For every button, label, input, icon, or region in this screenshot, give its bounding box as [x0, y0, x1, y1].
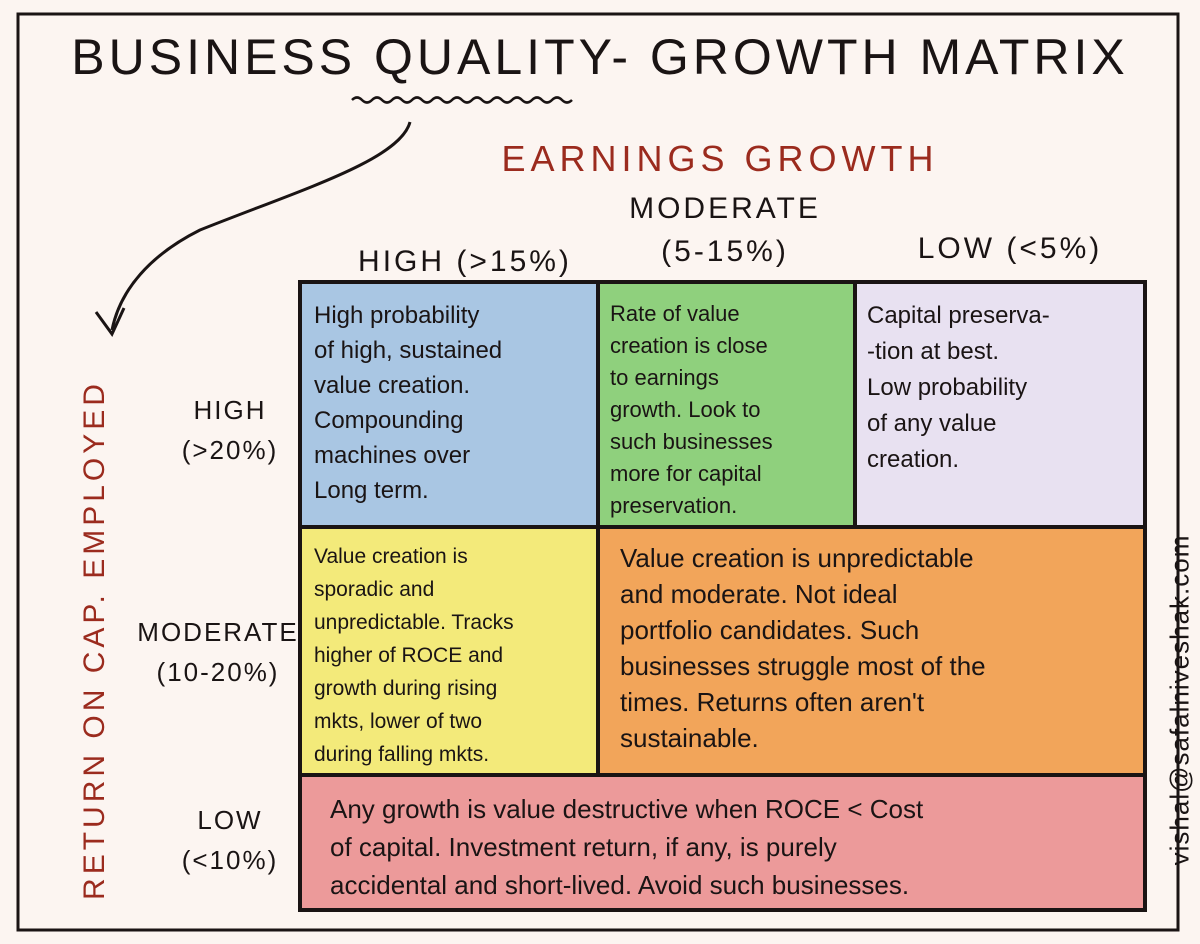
cell-line: Value creation is	[314, 545, 468, 568]
cell-line: growth during rising	[314, 677, 498, 700]
cell: Value creation is unpredictable and moder…	[598, 530, 1143, 766]
credit: vishal@safalniveshak.com	[1164, 534, 1195, 866]
cell: Any growth is value destructive when ROC…	[302, 780, 1143, 914]
cell-line: sustainable.	[620, 723, 759, 753]
title-underline	[351, 96, 573, 104]
arrow	[110, 121, 412, 331]
cell-yellow	[302, 527, 598, 775]
cell-line: of any value	[867, 410, 997, 437]
cell-orange	[598, 527, 1143, 775]
cell-line: more for capital	[610, 461, 762, 486]
cell-lavender	[855, 284, 1143, 527]
cell-line: of high, sustained	[314, 337, 503, 364]
cell-line: value creation.	[314, 372, 471, 399]
row-range: (>20%)	[181, 435, 279, 465]
cell-green	[598, 284, 855, 527]
cell: Capital preserva- -tion at best. Low proba…	[855, 288, 1143, 488]
y-axis-label: RETURN ON CAP. EMPLOYED	[78, 380, 111, 900]
cell-line: accidental and short-lived. Avoid such b…	[330, 870, 910, 900]
cell-line: Any growth is value destructive when ROC…	[330, 794, 924, 824]
cell-line: growth. Look to	[610, 397, 761, 422]
row-range: (10-20%)	[156, 657, 280, 687]
cell-line: preservation.	[610, 493, 738, 518]
cell-line: Value creation is unpredictable	[620, 543, 974, 573]
cell: Value creation is sporadic and unpredictab…	[302, 530, 598, 781]
arrow-head	[94, 307, 126, 337]
cell-line: Capital preserva-	[867, 302, 1050, 329]
frame	[16, 12, 1180, 932]
row-label: LOW	[197, 805, 263, 835]
column-header: LOW (<5%)	[917, 232, 1103, 265]
cell-line: Long term.	[314, 477, 429, 504]
cell-line: machines over	[314, 442, 471, 469]
title: BUSINESS QUALITY- GROWTH MATRIX	[71, 29, 1129, 85]
cell-line: higher of ROCE and	[314, 644, 504, 667]
cell-line: times. Returns often aren't	[620, 687, 925, 717]
cell-blue	[302, 284, 598, 527]
cell-line: Rate of value	[610, 301, 740, 326]
cell-line: Compounding	[314, 407, 464, 434]
cell-line: -tion at best.	[867, 338, 1000, 365]
grid	[298, 280, 1147, 912]
column-header: HIGH (>15%)	[358, 245, 572, 278]
cell: High probability of high, sustained value …	[302, 288, 598, 518]
cell-line: sporadic and	[314, 578, 435, 601]
column-range: (5-15%)	[661, 235, 789, 268]
cell-line: creation is close	[610, 333, 768, 358]
row-header: LOW (<10%)	[145, 800, 315, 880]
cell-red	[302, 775, 1143, 908]
cell-line: High probability	[314, 302, 480, 329]
column-header: MODERATE	[629, 192, 821, 225]
row-header: HIGH (>20%)	[145, 390, 315, 470]
cell-line: mkts, lower of two	[314, 710, 483, 733]
cell-line: to earnings	[610, 365, 719, 390]
cell-line: of capital. Investment return, if any, i…	[330, 832, 837, 862]
x-axis-label: EARNINGS GROWTH	[501, 138, 939, 179]
row-range: (<10%)	[181, 845, 279, 875]
cell-line: portfolio candidates. Such	[620, 615, 920, 645]
cell-line: and moderate. Not ideal	[620, 579, 898, 609]
cell-line: Low probability	[867, 374, 1028, 401]
row-label: MODERATE	[137, 617, 299, 647]
matrix-border	[298, 280, 1147, 912]
row-label: HIGH	[193, 395, 267, 425]
cell-line: creation.	[867, 446, 960, 473]
row-header: MODERATE (10-20%)	[133, 612, 303, 692]
cell-line: unpredictable. Tracks	[314, 611, 514, 634]
cell-line: such businesses	[610, 429, 773, 454]
cell: Rate of value creation is close to earning…	[598, 288, 855, 532]
cell-line: during falling mkts.	[314, 743, 490, 766]
cell-line: businesses struggle most of the	[620, 651, 986, 681]
